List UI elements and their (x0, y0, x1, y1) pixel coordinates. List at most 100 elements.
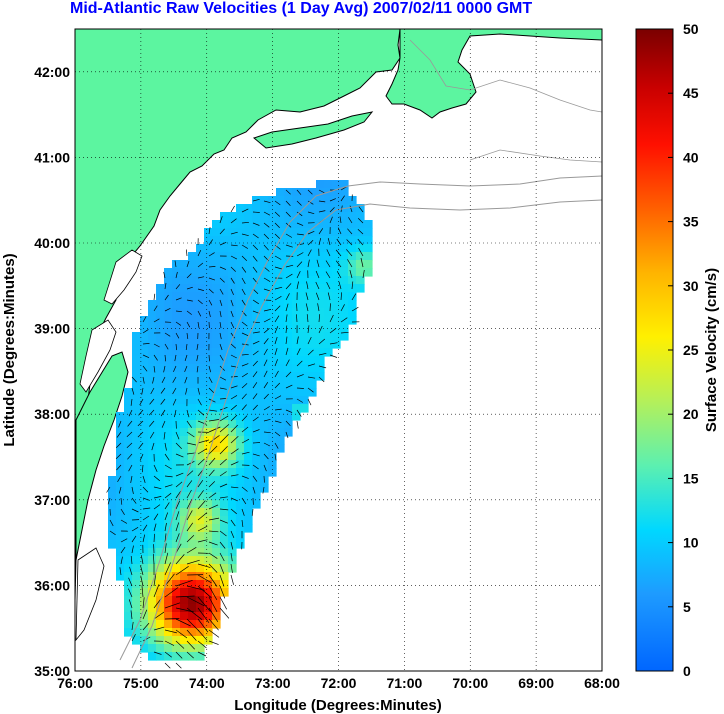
velocity-cell (116, 428, 125, 437)
velocity-cell (228, 212, 237, 221)
velocity-arrow (307, 387, 314, 393)
velocity-cell (212, 388, 221, 397)
velocity-cell (212, 324, 221, 333)
velocity-cell (148, 612, 157, 621)
velocity-arrow (340, 195, 345, 202)
velocity-cell (188, 652, 197, 661)
velocity-cell (156, 564, 165, 573)
velocity-cell (212, 404, 221, 413)
velocity-arrow (142, 597, 145, 609)
velocity-cell (132, 596, 141, 605)
velocity-cell (292, 284, 301, 293)
velocity-arrow (208, 607, 219, 622)
velocity-cell (140, 372, 149, 381)
velocity-arrow (129, 566, 133, 576)
velocity-cell (220, 500, 229, 509)
velocity-arrow (142, 354, 150, 359)
velocity-cell (188, 476, 197, 485)
velocity-arrow (285, 233, 293, 238)
velocity-cell (148, 300, 157, 309)
velocity-arrow (208, 376, 213, 383)
velocity-arrow (351, 281, 354, 290)
velocity-cell (276, 348, 285, 357)
velocity-cell (156, 388, 165, 397)
velocity-arrow (116, 464, 122, 471)
velocity-cell (340, 228, 349, 237)
velocity-cell (324, 316, 333, 325)
velocity-cell (252, 212, 261, 221)
velocity-cell (332, 252, 341, 261)
velocity-cell (180, 540, 189, 549)
velocity-arrow (263, 348, 268, 356)
velocity-cell (116, 436, 125, 445)
velocity-cell (180, 284, 189, 293)
velocity-cell (292, 372, 301, 381)
velocity-cell (284, 380, 293, 389)
velocity-cell (348, 204, 357, 213)
velocity-cell (148, 524, 157, 533)
velocity-arrow (296, 336, 299, 345)
velocity-cell (196, 532, 205, 541)
velocity-arrow (241, 277, 246, 284)
velocity-cell (268, 468, 277, 477)
velocity-cell (260, 316, 269, 325)
velocity-cell (172, 316, 181, 325)
velocity-cell (252, 468, 261, 477)
velocity-cell (292, 324, 301, 333)
velocity-cell (316, 220, 325, 229)
velocity-cell (148, 540, 157, 549)
velocity-cell (156, 292, 165, 301)
velocity-cell (220, 444, 229, 453)
velocity-arrow (274, 347, 278, 356)
velocity-arrow (219, 424, 230, 433)
velocity-cell (236, 244, 245, 253)
velocity-cell (164, 612, 173, 621)
velocity-cell (204, 596, 213, 605)
velocity-arrow (153, 523, 157, 532)
velocity-arrow (315, 292, 320, 301)
velocity-cell (156, 524, 165, 533)
velocity-arrow (252, 416, 259, 422)
velocity-cell (316, 276, 325, 285)
velocity-cell (196, 620, 205, 629)
velocity-cell (228, 516, 237, 525)
velocity-cell (236, 460, 245, 469)
velocity-cell (156, 468, 165, 477)
velocity-cell (116, 412, 125, 421)
velocity-arrow (186, 499, 193, 510)
velocity-cell (228, 348, 237, 357)
velocity-arrow (318, 376, 325, 383)
velocity-cell (260, 340, 269, 349)
velocity-cell (244, 420, 253, 429)
velocity-cell (260, 212, 269, 221)
velocity-cell (268, 380, 277, 389)
velocity-arrow (307, 336, 312, 345)
lat-tick-label: 41:00 (34, 149, 70, 165)
velocity-arrow (109, 519, 114, 527)
velocity-arrow (197, 299, 203, 305)
velocity-cell (188, 540, 197, 549)
velocity-cell (284, 412, 293, 421)
velocity-arrow (340, 331, 349, 334)
velocity-cell (356, 228, 365, 237)
velocity-arrow (164, 543, 167, 554)
velocity-cell (116, 492, 125, 501)
velocity-cell (268, 236, 277, 245)
velocity-cell (260, 388, 269, 397)
velocity-arrow (126, 431, 133, 438)
velocity-cell (252, 284, 261, 293)
velocity-cell (172, 484, 181, 493)
velocity-cell (164, 292, 173, 301)
velocity-cell (212, 516, 221, 525)
velocity-arrow (358, 247, 364, 257)
velocity-cell (204, 308, 213, 317)
velocity-cell (276, 364, 285, 373)
velocity-cell (156, 300, 165, 309)
velocity-arrow (160, 387, 166, 394)
velocity-cell (140, 492, 149, 501)
velocity-arrow (263, 382, 269, 389)
velocity-cell (284, 276, 293, 285)
velocity-cell (204, 460, 213, 469)
velocity-cell (164, 364, 173, 373)
colorbar-tick-label: 15 (683, 470, 699, 486)
